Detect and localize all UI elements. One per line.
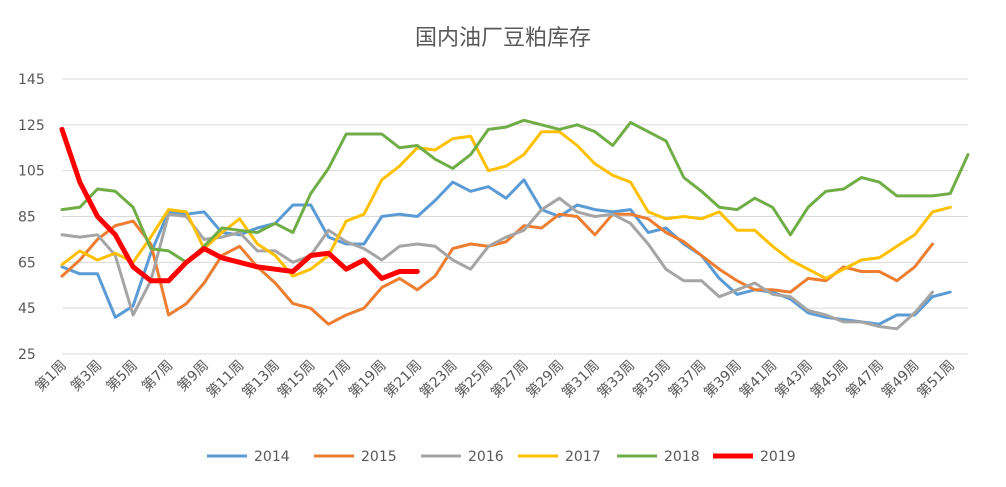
legend-item-2014: 2014 <box>207 449 290 465</box>
legend-label: 2019 <box>760 449 796 465</box>
x-tick-label: 第45周 <box>807 357 851 401</box>
x-tick-label: 第49周 <box>878 357 922 401</box>
y-tick-label: 85 <box>18 210 36 226</box>
x-tick-label: 第47周 <box>843 357 887 401</box>
x-tick-label: 第39周 <box>700 357 744 401</box>
y-tick-label: 25 <box>18 347 36 363</box>
legend-label: 2017 <box>565 449 601 465</box>
legend-item-2015: 2015 <box>314 449 397 465</box>
series-line-2014 <box>60 178 952 326</box>
series-line-2018 <box>60 118 970 264</box>
y-axis-ticks: 25 45 65 85 105 125 145 <box>18 72 45 363</box>
gridlines <box>62 78 968 355</box>
legend-item-2019: 2019 <box>713 449 796 465</box>
x-tick-label: 第21周 <box>381 357 425 401</box>
x-tick-label: 第3周 <box>67 357 105 395</box>
legend: 2014 2015 2016 2017 2018 2019 <box>207 449 796 465</box>
legend-label: 2016 <box>468 449 504 465</box>
legend-item-2018: 2018 <box>617 449 700 465</box>
x-tick-label: 第29周 <box>523 357 567 401</box>
x-tick-label: 第31周 <box>558 357 602 401</box>
legend-label: 2018 <box>664 449 700 465</box>
series-line-2019 <box>59 126 420 284</box>
legend-label: 2014 <box>254 449 290 465</box>
legend-label: 2015 <box>361 449 397 465</box>
x-tick-label: 第7周 <box>138 357 176 395</box>
x-tick-label: 第13周 <box>239 357 283 401</box>
x-tick-label: 第17周 <box>310 357 354 401</box>
legend-item-2016: 2016 <box>421 449 504 465</box>
y-tick-label: 125 <box>18 118 45 134</box>
x-tick-label: 第33周 <box>594 357 638 401</box>
y-tick-label: 105 <box>18 164 45 180</box>
y-tick-label: 45 <box>18 301 36 317</box>
series-line-2015 <box>60 212 934 326</box>
chart-title: 国内油厂豆粕库存 <box>415 26 591 51</box>
x-tick-label: 第35周 <box>629 357 673 401</box>
x-tick-label: 第37周 <box>665 357 709 401</box>
series-lines <box>59 118 970 331</box>
x-tick-label: 第43周 <box>772 357 816 401</box>
legend-item-2017: 2017 <box>518 449 601 465</box>
x-tick-label: 第19周 <box>345 357 389 401</box>
y-tick-label: 65 <box>18 255 36 271</box>
series-line-2016 <box>60 196 934 331</box>
x-tick-label: 第41周 <box>736 357 780 401</box>
x-tick-label: 第51周 <box>914 357 958 401</box>
x-tick-label: 第23周 <box>416 357 460 401</box>
x-tick-label: 第27周 <box>487 357 531 401</box>
x-tick-label: 第11周 <box>203 357 247 401</box>
series-line-2017 <box>60 130 952 280</box>
x-tick-label: 第1周 <box>32 357 70 395</box>
x-tick-label: 第15周 <box>274 357 318 401</box>
y-tick-label: 145 <box>18 72 45 88</box>
x-axis-ticks: 第1周第3周第5周第7周第9周第11周第13周第15周第17周第19周第21周第… <box>32 357 958 401</box>
x-tick-label: 第5周 <box>103 357 141 395</box>
x-tick-label: 第25周 <box>452 357 496 401</box>
